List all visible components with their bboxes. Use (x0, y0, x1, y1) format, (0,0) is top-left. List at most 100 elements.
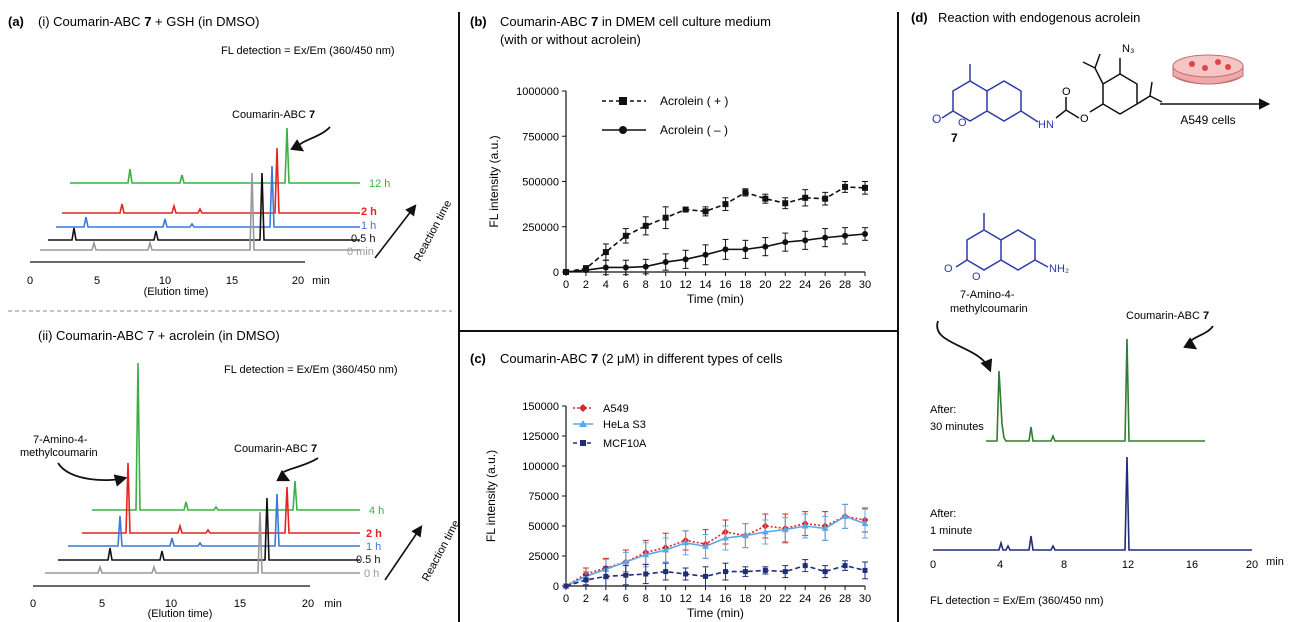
x-tick-label: 0 (563, 593, 569, 605)
y-tick-label: 0 (553, 581, 559, 593)
axis-label: (Elution time) (144, 286, 209, 298)
annotation-arrow-left (57, 462, 128, 487)
data-point-hela-s3 (662, 546, 670, 553)
data-point-hela-s3 (841, 512, 849, 519)
panel-b-title: Coumarin-ABC 7 in DMEM cell culture medi… (500, 14, 771, 29)
annotation-arrow-right (276, 457, 319, 482)
axis-unit: min (312, 275, 330, 287)
tick-label: 0 (27, 275, 33, 287)
trace-label-30min-line2: 30 minutes (930, 421, 984, 433)
annotation-arrow-right (1183, 325, 1214, 350)
atom-label-o: O (1062, 86, 1071, 98)
legend-marker-mcf10a (580, 440, 586, 446)
time-label-0-5h: 0.5 h (351, 233, 375, 245)
data-point-hela-s3 (861, 520, 869, 527)
atom-label-nh2: NH₂ (1049, 263, 1069, 275)
tick-label: 10 (159, 275, 171, 287)
data-point-acrolein (822, 234, 829, 241)
data-point-acrolein (822, 195, 829, 202)
y-axis-label: FL intensity (a.u.) (487, 135, 501, 227)
data-point-hela-s3 (781, 526, 789, 533)
annotation-arrow-left (936, 320, 993, 373)
panel-a-i-annotation: Coumarin-ABC 7 (232, 109, 315, 121)
cell-culture-dish-icon (1172, 54, 1244, 85)
data-point-hela-s3 (642, 551, 650, 558)
trace-2h-ii (82, 462, 360, 534)
tick-label: 16 (1186, 559, 1198, 571)
reaction-time-arrow (374, 204, 417, 259)
trace-1h (56, 165, 360, 228)
carbamate-chain (1055, 109, 1080, 119)
panel-c: (c) Coumarin-ABC 7 (2 μM) in different t… (470, 351, 871, 620)
time-label-1h: 1 h (361, 220, 376, 232)
atom-label-o: O (958, 117, 967, 129)
y-axis-label: FL intensity (a.u.) (484, 450, 498, 542)
legend-marker-a549 (579, 404, 587, 412)
data-point-mcf10a (802, 563, 808, 569)
atom-label-hn: HN (1038, 119, 1054, 131)
reaction-time-label: Reaction time (412, 198, 454, 263)
coumarin-ring-left (952, 80, 988, 122)
series-line-acrolein (565, 233, 866, 273)
legend-label-hela: HeLa S3 (603, 419, 646, 431)
time-label-2h: 2 h (361, 206, 377, 218)
data-point-acrolein (762, 243, 769, 250)
data-point-mcf10a (563, 583, 569, 589)
panel-label-d: (d) (911, 10, 928, 25)
panel-a-ii: (ii) Coumarin-ABC 7 + acrolein (in DMSO)… (20, 328, 462, 620)
tick-label: 15 (226, 275, 238, 287)
panel-a-i-detection: FL detection = Ex/Em (360/450 nm) (221, 45, 395, 57)
tick-label: 0 (30, 598, 36, 610)
y-tick-label: 125000 (522, 431, 559, 443)
coumarin-abc-structure (941, 53, 1163, 123)
x-tick-label: 10 (660, 593, 672, 605)
x-tick-label: 16 (719, 593, 731, 605)
legend-label-acrolein-plus: Acrolein ( + ) (660, 94, 728, 108)
time-label-0-5h-ii: 0.5 h (356, 554, 380, 566)
x-tick-label: 16 (719, 279, 731, 291)
annotation-left-line2: methylcoumarin (20, 447, 98, 459)
reaction-time-arrow-ii (384, 525, 423, 581)
legend-c: A549 HeLa S3 MCF10A (573, 403, 647, 450)
cells-label: A549 cells (1180, 113, 1235, 127)
data-point-acrolein (862, 184, 868, 191)
data-point-hela-s3 (622, 558, 630, 565)
x-tick-label: 8 (643, 279, 649, 291)
trace-0min (40, 172, 360, 251)
x-tick-label: 6 (623, 593, 629, 605)
data-point-mcf10a (762, 567, 768, 573)
legend-label-mcf10a: MCF10A (603, 438, 647, 450)
data-point-mcf10a (703, 573, 709, 579)
trace-30-minutes (986, 338, 1205, 442)
panel-label-c: (c) (470, 351, 486, 366)
tick-label: 5 (99, 598, 105, 610)
y-tick-label: 50000 (528, 521, 559, 533)
x-tick-label: 26 (819, 279, 831, 291)
data-point-mcf10a (722, 569, 728, 575)
trace-0-5h (48, 172, 360, 241)
x-tick-label: 12 (679, 593, 691, 605)
panel-d: (d) Reaction with endogenous acrolein O … (911, 10, 1284, 607)
data-point-mcf10a (862, 567, 868, 573)
x-tick-label: 18 (739, 279, 751, 291)
time-label-1h-ii: 1 h (366, 541, 381, 553)
data-point-acrolein (702, 208, 709, 215)
panel-b-subtitle: (with or without acrolein) (500, 32, 641, 47)
panel-a-ii-title: (ii) Coumarin-ABC 7 + acrolein (in DMSO) (38, 328, 280, 343)
legend-label-a549: A549 (603, 403, 629, 415)
data-point-acrolein (682, 256, 689, 263)
series-line-a549 (565, 515, 866, 587)
data-point-acrolein (642, 263, 649, 270)
axis-unit: min (324, 598, 342, 610)
data-point-hela-s3 (821, 524, 829, 531)
compound-number: 7 (951, 131, 958, 145)
data-point-mcf10a (583, 577, 589, 583)
x-tick-label: 4 (603, 279, 609, 291)
data-point-acrolein (563, 269, 569, 275)
x-tick-label: 28 (839, 279, 851, 291)
series-line-mcf10a (565, 564, 866, 587)
trace-1h-ii (68, 493, 360, 547)
data-point-mcf10a (663, 569, 669, 575)
atom-label-n3: N₃ (1122, 43, 1134, 55)
